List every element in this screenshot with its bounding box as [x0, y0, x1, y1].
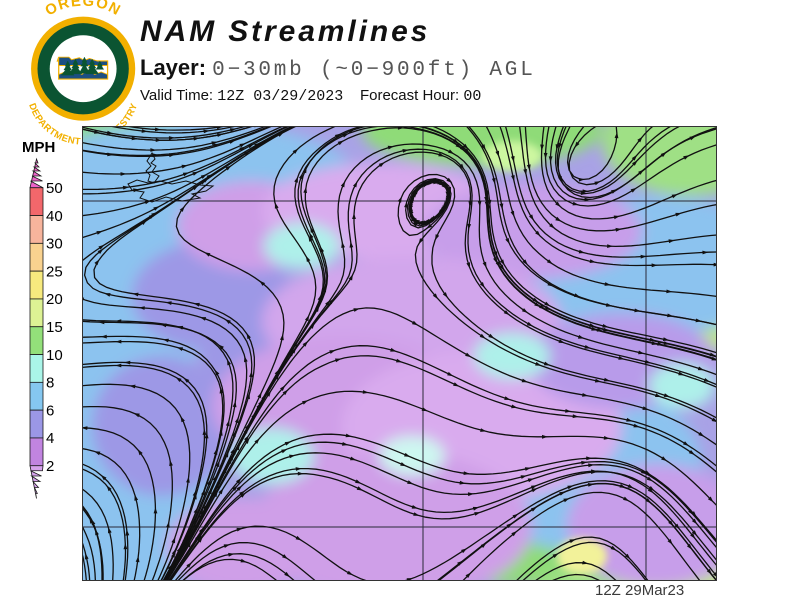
svg-text:50: 50 [46, 180, 63, 197]
svg-text:15: 15 [46, 319, 63, 336]
svg-text:2: 2 [46, 458, 54, 475]
svg-text:OREGON: OREGON [43, 0, 124, 19]
svg-text:25: 25 [46, 263, 63, 280]
svg-text:4: 4 [46, 430, 54, 447]
svg-text:10: 10 [46, 347, 63, 364]
svg-text:30: 30 [46, 236, 63, 253]
svg-text:MPH: MPH [22, 140, 55, 156]
svg-text:8: 8 [46, 375, 54, 392]
svg-text:40: 40 [46, 208, 63, 225]
svg-text:6: 6 [46, 402, 54, 419]
svg-text:20: 20 [46, 291, 63, 308]
